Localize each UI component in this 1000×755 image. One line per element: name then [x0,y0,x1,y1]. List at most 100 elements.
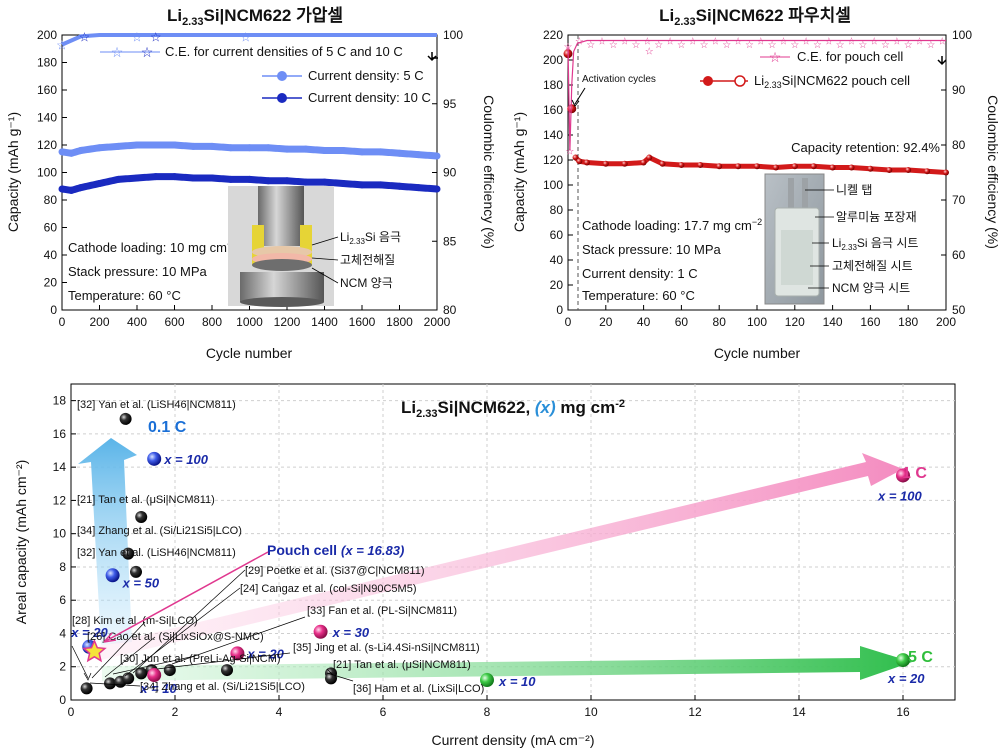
pouch-cell-photo [764,173,825,305]
series-10c-band [59,173,439,194]
b-x-tick-label-3: 60 [675,315,689,329]
a-x-tick-label-10: 2000 [424,315,451,329]
ref-point-8 [122,672,135,685]
c-x-tick-label-6: 12 [688,705,702,719]
legend-10c-label: Current density: 10 C [308,90,431,105]
label-0.1c: 0.1 C [148,419,187,436]
label-anode-sheet: Li2.33Si 음극 시트 [832,236,918,252]
series-10c-point-19 [396,182,403,190]
series-5c-point-18 [377,148,385,156]
series-5c-point-16 [339,147,347,154]
c-x-tick-label-4: 8 [484,705,491,719]
ref-label-2: [34] Zhang et al. (Si/Li21Si5|LCO) [77,525,242,537]
panel-b-x-axis: 0 20 40 60 80 100 120 140 160 180 200 [565,305,956,329]
b-y-tick-label-0: 0 [556,303,563,317]
panel-pressurized-cell: Li2.33Si|NCM622 가압셀 0 200 400 600 800 1000 120… [5,5,497,361]
legend-pouch-ce-label: C.E. for pouch cell [797,49,903,64]
pouch-capacity-point-18 [829,164,836,171]
pouch-ce-star-outlier: ☆ [645,46,654,57]
a-y-tick-label-8: 160 [37,83,57,97]
c-y-tick-label-8: 16 [53,427,67,441]
a-y2-tick-label-0: 80 [443,303,457,317]
a-x-tick-label-9: 1800 [386,315,413,329]
label-1c: 1 C [902,465,927,482]
a-x-tick-label-0: 0 [59,315,66,329]
pouch-ce-star-30: ☆ [620,37,629,48]
pouch-capacity-point-13 [735,163,742,170]
pouch-ce-star-144: ☆ [836,40,845,51]
c-x-tick-label-7: 14 [792,705,806,719]
pouch-capacity-point-6 [621,160,628,167]
series-5c-point-14 [302,145,310,153]
series-5c-point-9 [208,142,216,150]
pouch-ce-star-66: ☆ [688,37,697,48]
series-ce-5c-10c-line [61,33,437,47]
reference-leader-lines [71,569,354,687]
svg-text:☆: ☆ [141,44,154,60]
panel-b-title: Li2.33Si|NCM622 파우치셀 [659,6,851,28]
series-5c-point-8 [189,142,197,150]
legend-5c-marker [262,71,302,81]
a-y2-tick-label-2: 90 [443,166,457,180]
series-5c-point-5 [133,141,141,149]
trend-arrows [78,438,912,681]
pouch-capacity-point-24 [943,169,949,176]
pouch-capacity-point-17 [810,163,817,170]
series-10c-point-4 [114,175,122,183]
series-5c-point-15 [321,147,328,154]
b-x-tick-label-4: 80 [713,315,727,329]
pouch-capacity-point-5 [602,160,609,167]
legend-5c-label: Current density: 5 C [308,68,424,83]
pouch-capacity-point-10 [678,162,685,168]
series-5c-point-17 [358,148,366,156]
svg-text:☆: ☆ [111,44,124,60]
panel-c-this-work-points: x = 100 x = 50 x = 20 x = 100 x = 30 x = 20 x … [70,451,925,696]
panel-b-series: ☆ ☆ ☆ ☆ ☆ ☆ ☆ ☆ ☆ ☆ ☆ ☆ ☆ ☆ ☆ ☆ ☆ ☆ ☆ ☆ ☆ ☆ ☆ ☆ ☆ ☆ ☆ ☆ ☆ ☆ ☆ ☆ ☆ ☆☆☆ [563,37,949,176]
pouch-ce-star-192: ☆ [926,40,935,51]
series-10c-point-17 [358,181,366,189]
this-work-label-2: x = 20 [70,625,108,640]
this-work-point-6 [147,668,162,683]
series-10c-point-15 [321,178,328,186]
arrow-1c [99,453,903,660]
this-work-point-7 [896,653,910,668]
panel-a-legend: ☆ ☆ C.E. for current densities of 5 C an… [100,44,438,105]
b-x-tick-label-5: 100 [747,315,767,329]
series-5c-point-6 [152,141,160,149]
ce-star-0: ☆ [56,38,68,53]
pouch-ce-star-48: ☆ [654,40,663,51]
a-y2-tick-label-4: 100 [443,28,463,42]
b-y-tick-label-6: 120 [543,153,563,167]
pouch-ce-star-12: ☆ [586,40,595,51]
a-y2-tick-label-3: 95 [443,97,457,111]
series-5c-point-21 [433,152,441,160]
ref-label-0: [32] Yan et al. (LiSH46|NCM811) [77,399,236,411]
panel-b-pressure: Stack pressure: 10 MPa [582,242,721,257]
panel-a-ylabel: Capacity (mAh g⁻¹) [5,112,21,232]
b-y2-tick-label-4: 90 [952,83,966,97]
legend-pouch-capacity-marker [700,75,748,87]
c-y-tick-label-9: 18 [53,394,67,408]
series-10c-point-9 [208,174,216,182]
series-10c-point-14 [302,178,310,186]
legend-ce-marker: ☆ ☆ [100,44,160,60]
a-x-tick-label-6: 1200 [274,315,301,329]
panel-c-y-axis: 0 2 4 6 8 10 12 14 16 18 [53,394,76,707]
pouch-ce-star-162: ☆ [870,37,879,48]
pouch-callouts [805,189,834,289]
pouch-capacity-point-8 [646,154,653,161]
this-work-point-0 [147,451,162,466]
a-y2-tick-label-1: 85 [443,234,457,248]
ref-label-3: [32] Yan et al. (LiSH46|NCM811) [77,547,236,559]
ref-label-13: [36] Ham et al. (LixSi|LCO) [353,683,484,695]
series-5c-point-10 [227,144,235,152]
c-y-tick-label-3: 6 [59,593,66,607]
c-y-tick-label-2: 4 [59,626,66,640]
series-10c-point-20 [414,184,422,192]
retention-label: Capacity retention: 92.4% [791,140,940,155]
c-x-tick-label-8: 16 [896,705,910,719]
panel-b-ylabel: Capacity (mAh g⁻¹) [511,112,527,232]
b-y-tick-label-4: 80 [550,203,564,217]
b-x-tick-label-9: 180 [898,315,918,329]
pouch-ce-star-174: ☆ [892,37,901,48]
